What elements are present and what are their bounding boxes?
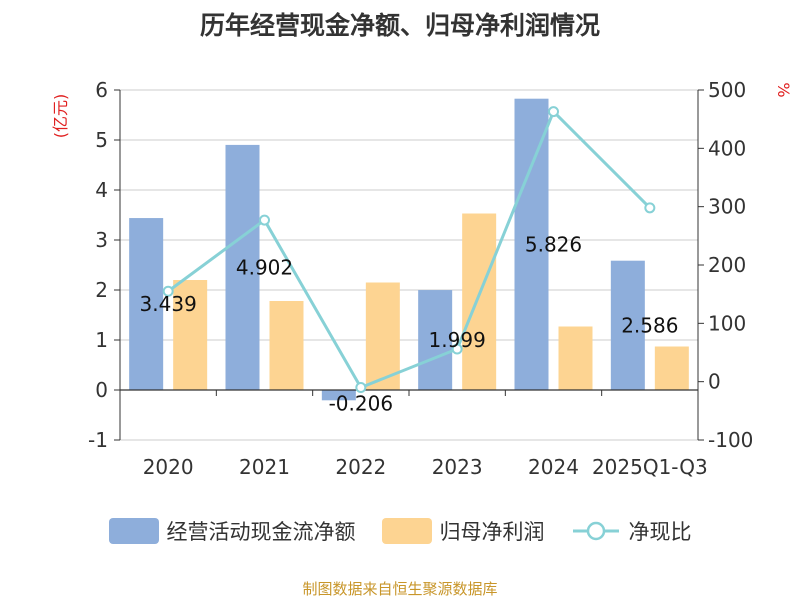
data-labels: 3.439 4.902 -0.206 1.999 5.826 2.586: [140, 232, 679, 415]
legend-swatch-netprofit: [381, 518, 432, 544]
chart-title: 历年经营现金净额、归母净利润情况: [199, 11, 600, 40]
legend-label-netprofit: 归母净利润: [439, 520, 545, 544]
y-left-tick-label: 0: [95, 378, 108, 402]
netprofit-bar: [269, 301, 304, 390]
ratio-point: [162, 285, 174, 297]
legend-item-netprofit[interactable]: 归母净利润: [381, 516, 545, 546]
x-tick-label: 2021: [239, 455, 290, 479]
ratio-point: [548, 106, 559, 118]
y-right-tick-label: 400: [708, 136, 746, 160]
y-left-tick-label: 2: [95, 278, 108, 302]
cashflow-bar: [129, 218, 164, 390]
x-tick-label: 2025Q1-Q3: [592, 455, 708, 479]
y-left-unit-label: (亿元): [51, 94, 70, 139]
cashflow-bar: [418, 290, 453, 390]
legend-item-ratio[interactable]: 净现比: [571, 516, 692, 546]
cashflow-data-label: 2.586: [621, 313, 678, 337]
x-tick-label: 2020: [143, 455, 194, 479]
legend-item-cashflow[interactable]: 经营活动现金流净额: [108, 516, 356, 546]
axes: -1 0 1 2 3 4 5 6 -100 0 100 200 300 400 500 2020 2021 202…: [88, 78, 753, 479]
cashflow-data-label: 5.826: [525, 232, 582, 256]
y-right-tick-label: -100: [708, 428, 753, 452]
legend-label-ratio: 净现比: [628, 520, 692, 544]
legend: 经营活动现金流净额 归母净利润 净现比: [0, 516, 800, 546]
cashflow-data-label: 1.999: [429, 328, 486, 352]
ratio-point: [644, 202, 656, 214]
ratio-line: [167, 108, 651, 390]
source-note: 制图数据来自恒生聚源数据库: [302, 580, 498, 598]
netprofit-bar: [173, 280, 208, 390]
ratio-point: [451, 343, 463, 355]
y-right-tick-label: 500: [708, 78, 746, 102]
ratio-point: [355, 382, 367, 393]
cashflow-bar: [225, 144, 260, 390]
cashflow-bar: [321, 390, 356, 401]
x-tick-label: 2024: [528, 455, 579, 479]
y-right-unit-label: %: [774, 82, 793, 97]
legend-swatch-cashflow: [108, 518, 159, 544]
y-right-tick-label: 200: [708, 253, 746, 277]
cashflow-bar: [514, 98, 549, 390]
y-right-tick-label: 100: [708, 311, 746, 335]
y-right-tick-label: 300: [708, 195, 746, 219]
cashflow-data-label: 3.439: [140, 292, 197, 316]
x-tick-label: 2023: [432, 455, 483, 479]
x-tick-label: 2022: [335, 455, 386, 479]
y-left-tick-label: 1: [95, 328, 108, 352]
netprofit-bar: [558, 326, 593, 390]
ratio-line-group: [162, 106, 656, 393]
y-left-tick-label: 5: [95, 128, 108, 152]
ratio-point: [259, 214, 270, 226]
bar-group: [129, 98, 689, 401]
legend-line-marker-icon: [572, 521, 619, 541]
y-left-tick-label: -1: [88, 428, 108, 452]
y-left-tick-label: 6: [95, 78, 108, 102]
cashflow-data-label: -0.206: [329, 391, 393, 415]
y-right-tick-label: 0: [708, 370, 721, 394]
cashflow-data-label: 4.902: [236, 255, 293, 279]
netprofit-bar: [365, 282, 400, 390]
netprofit-bar: [654, 346, 689, 390]
legend-label-cashflow: 经营活动现金流净额: [166, 520, 356, 544]
y-left-tick-label: 4: [95, 178, 108, 202]
netprofit-bar: [462, 213, 497, 390]
y-left-tick-label: 3: [95, 228, 108, 252]
cashflow-bar: [610, 260, 645, 390]
